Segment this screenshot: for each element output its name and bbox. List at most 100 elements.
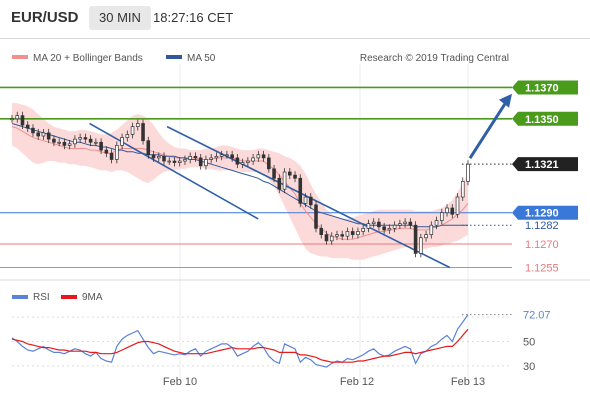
trend-channel [89, 122, 451, 269]
x-tick-label: Feb 13 [451, 376, 485, 388]
price-label-1.1255: 1.1255 [525, 262, 559, 274]
research-credit: Research © 2019 Trading Central [360, 53, 509, 64]
x-axis: Feb 10 Feb 12 Feb 13 [163, 376, 485, 388]
candle-body [261, 154, 266, 159]
candle-body [329, 235, 334, 242]
bollinger-bands [12, 103, 468, 260]
price-label-box-1.1321 [512, 157, 578, 172]
price-levels [0, 86, 512, 268]
candle-body [440, 212, 444, 221]
candle-body [104, 149, 109, 154]
candles [10, 111, 470, 258]
rsi-tick-50: 50 [523, 337, 535, 349]
candle-body [340, 234, 344, 237]
price-label-box-1.1350 [512, 111, 578, 126]
ma20-line [11, 126, 469, 240]
rsi-ma-line [11, 328, 469, 363]
ma50-legend-swatch [166, 55, 182, 59]
rsi-legend-label: RSI [33, 292, 50, 303]
candle-body [31, 127, 35, 134]
candle-body [460, 181, 465, 198]
price-label-box-1.1290 [512, 205, 578, 220]
candle-body [235, 157, 240, 165]
candle-body [282, 171, 287, 190]
candle-body [115, 145, 119, 160]
moving-averages [11, 123, 469, 240]
candle-body [193, 155, 198, 159]
candle-body [434, 220, 439, 226]
rsi-panel: 72.07 50 30 [11, 310, 551, 373]
candle-body [136, 123, 140, 127]
rsi-legend: RSI 9MA [12, 292, 103, 303]
price-label-1.1321: 1.1321 [525, 159, 559, 171]
candle-body [225, 154, 229, 157]
candle-body [198, 157, 203, 167]
candle-body [251, 157, 255, 162]
candle-body [94, 141, 98, 144]
header-divider [0, 38, 590, 39]
candle-body [73, 138, 77, 145]
candle-body [277, 177, 282, 190]
candle-body [204, 159, 208, 167]
rsi-tick-30: 30 [523, 361, 535, 373]
x-tick-label: Feb 10 [163, 376, 197, 388]
symbol-label: EUR/USD [11, 9, 79, 26]
candle-body [10, 118, 14, 121]
candle-body [183, 159, 187, 162]
candle-body [120, 137, 124, 146]
candle-body [335, 234, 339, 237]
candle-body [303, 196, 308, 204]
candle-body [398, 223, 402, 226]
candle-body [377, 221, 381, 228]
candle-body [293, 174, 297, 179]
candle-body [162, 155, 166, 162]
timeframe-button[interactable]: 30 MIN [89, 6, 151, 30]
channel-upper-line [89, 122, 259, 220]
candle-body [151, 154, 156, 159]
trend-arrow-shaft [468, 99, 509, 159]
candle-body [188, 155, 192, 160]
candle-body [319, 227, 324, 235]
price-label-1.1282: 1.1282 [525, 220, 559, 232]
x-tick-label: Feb 12 [340, 376, 374, 388]
candle-body [83, 137, 88, 140]
candle-body [20, 115, 25, 126]
candle-body [324, 234, 329, 242]
rsi-legend-swatch [12, 295, 28, 299]
candle-body [156, 155, 161, 159]
candle-body [78, 137, 82, 140]
candle-body [288, 171, 292, 176]
candle-body [419, 237, 423, 254]
candle-body [246, 160, 250, 163]
candle-body [57, 141, 61, 144]
candle-body [424, 234, 428, 239]
candle-body [308, 196, 313, 206]
candle-body [387, 227, 392, 231]
candle-body [350, 231, 355, 235]
ma50-legend-label: MA 50 [187, 53, 216, 64]
candle-body [15, 115, 20, 120]
candle-body [109, 152, 114, 160]
price-label-1.1270: 1.1270 [525, 239, 559, 251]
candle-body [366, 223, 371, 229]
price-label-1.1370: 1.1370 [525, 82, 559, 94]
candle-body [52, 138, 56, 143]
candle-body [41, 132, 46, 137]
rsi-ma-legend-swatch [61, 295, 77, 299]
clock-label: 18:27:16 CET [153, 10, 234, 25]
candle-body [141, 123, 145, 142]
candle-body [256, 154, 261, 159]
candle-body [429, 224, 434, 235]
candle-body [314, 204, 318, 229]
candle-body [146, 140, 151, 156]
trend-arrow [468, 93, 512, 159]
candle-body [125, 134, 130, 138]
candle-body [62, 141, 67, 146]
candle-body [46, 132, 51, 140]
candle-body [214, 155, 219, 159]
candle-body [392, 224, 397, 229]
candle-body [403, 221, 407, 225]
ma20-legend-label: MA 20 + Bollinger Bands [33, 53, 143, 64]
